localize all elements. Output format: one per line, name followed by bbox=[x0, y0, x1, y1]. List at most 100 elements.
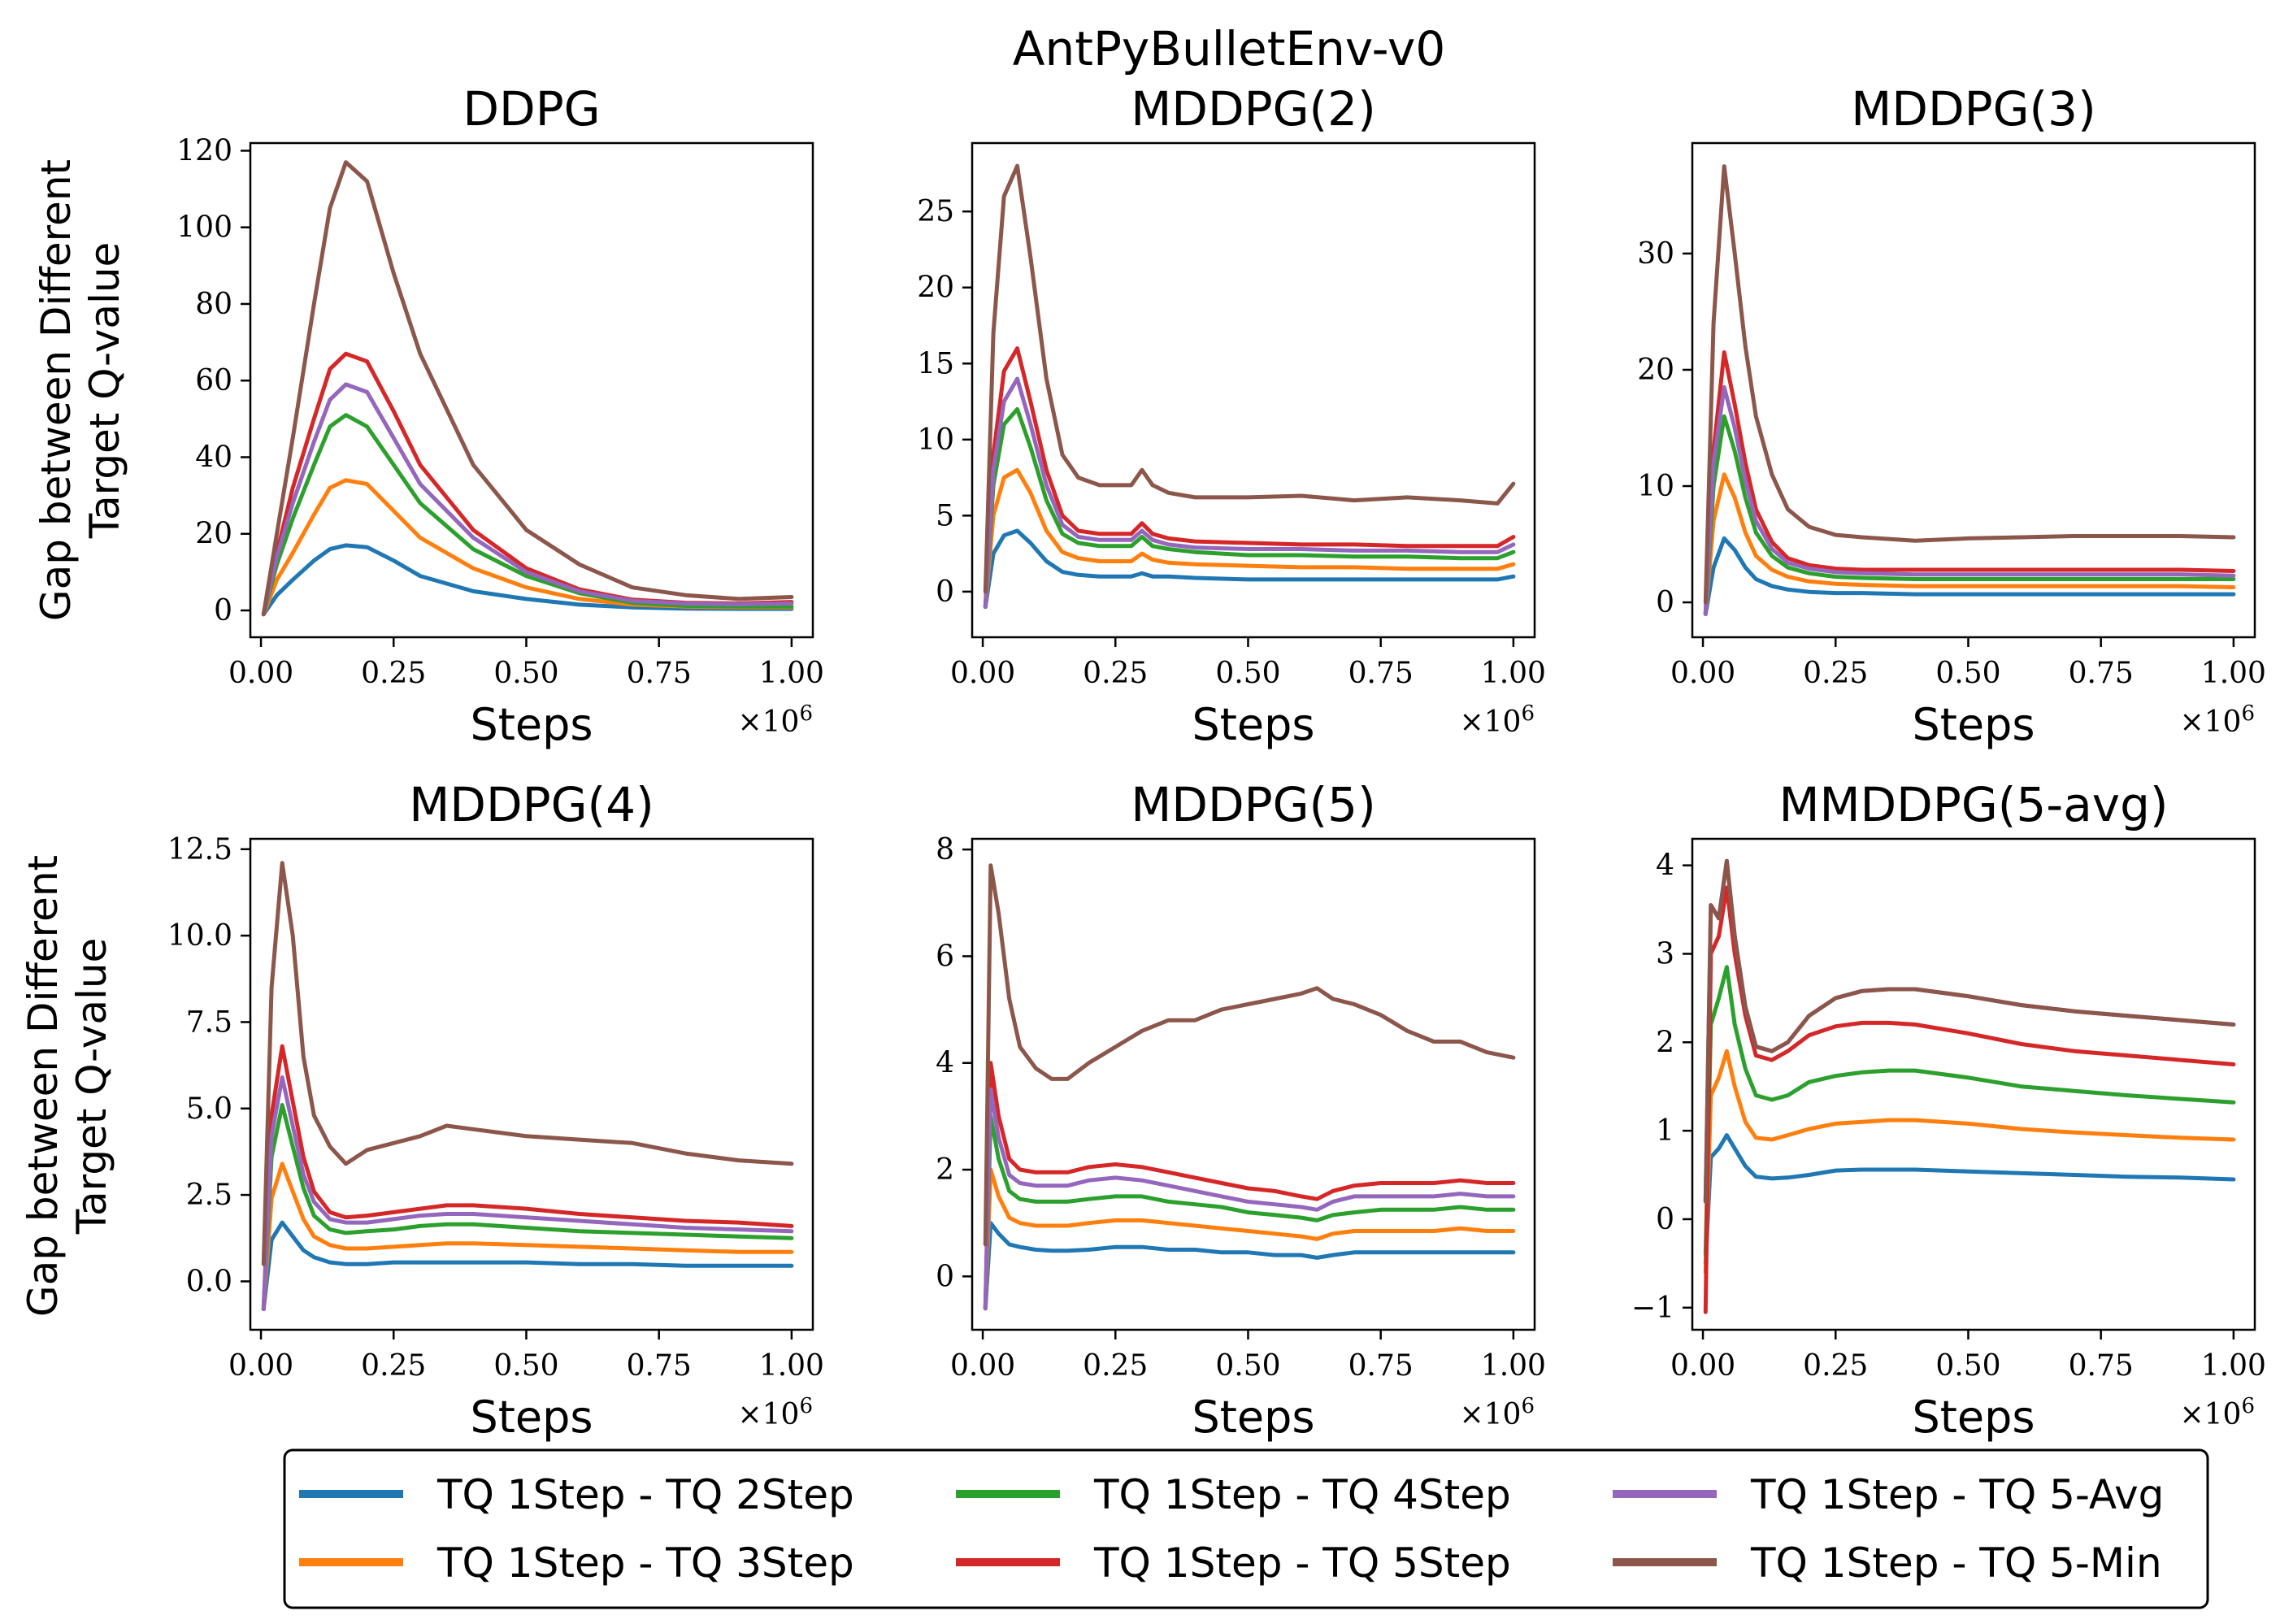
x-axis-multiplier: ×106 bbox=[737, 1394, 813, 1431]
legend: TQ 1Step - TQ 2Step TQ 1Step - TQ 3Step … bbox=[283, 1448, 2209, 1609]
x-tick-label: 1.00 bbox=[2201, 657, 2266, 690]
x-tick-label: 1.00 bbox=[1481, 657, 1546, 690]
y-tick-label: 2 bbox=[936, 1153, 954, 1187]
ylabel-row2-line1: Gap between Different bbox=[20, 855, 67, 1317]
series-line bbox=[261, 861, 794, 1266]
y-tick-label: 7.5 bbox=[186, 1005, 232, 1039]
y-tick-label: 20 bbox=[195, 518, 232, 551]
x-tick-label: 0.25 bbox=[1083, 657, 1148, 690]
y-tick-label: 4 bbox=[936, 1047, 954, 1080]
x-tick-label: 0.25 bbox=[1803, 1349, 1868, 1383]
axes-frame bbox=[1691, 141, 2256, 639]
x-tick-label: 0.25 bbox=[1083, 1349, 1148, 1383]
series-line bbox=[1703, 472, 2236, 616]
x-axis-multiplier: ×106 bbox=[737, 701, 813, 739]
y-tick-label: 30 bbox=[1637, 237, 1674, 271]
series-line bbox=[983, 1061, 1516, 1311]
y-tick-label: 4 bbox=[1656, 849, 1674, 883]
y-tick-label: 0 bbox=[936, 1260, 954, 1293]
y-tick-label: 40 bbox=[195, 441, 232, 474]
subplot-title: MDDPG(4) bbox=[409, 777, 654, 832]
x-axis-label: Steps bbox=[1912, 1392, 2035, 1443]
y-tick-label: 80 bbox=[195, 288, 232, 321]
x-axis-multiplier: ×106 bbox=[2179, 1394, 2255, 1431]
x-tick-label: 0.75 bbox=[2069, 1349, 2134, 1383]
x-tick-label: 0.25 bbox=[361, 657, 426, 690]
series-line bbox=[983, 1088, 1516, 1311]
y-tick-label: 0 bbox=[1656, 586, 1674, 619]
x-axis-multiplier: ×106 bbox=[1459, 1394, 1535, 1431]
legend-label: TQ 1Step - TQ 5-Min bbox=[1750, 1539, 2162, 1587]
x-tick-label: 0.00 bbox=[950, 657, 1015, 690]
subplots: 0.00 0.25 0.50 0.75 1.00020406080100120DDPGS… bbox=[167, 81, 2266, 1443]
series-line bbox=[261, 160, 794, 617]
x-axis-label: Steps bbox=[1912, 699, 2035, 750]
series-line bbox=[261, 543, 794, 617]
legend-label: TQ 1Step - TQ 5-Avg bbox=[1750, 1471, 2164, 1518]
subplot-title: MDDPG(2) bbox=[1131, 81, 1375, 137]
series-line bbox=[261, 382, 794, 617]
x-tick-label: 0.50 bbox=[493, 657, 558, 690]
series-line bbox=[983, 528, 1516, 610]
ylabel-row1-line2: Target Q-value bbox=[81, 242, 128, 540]
subplot: 0.00 0.25 0.50 0.75 1.00 0 5 10 15 20 25 MDDPG(2) St… bbox=[917, 81, 1546, 750]
x-tick-label: 0.25 bbox=[1803, 657, 1868, 690]
x-tick-label: 1.00 bbox=[759, 1349, 824, 1383]
series-line bbox=[1703, 164, 2236, 605]
x-tick-label: 0.00 bbox=[228, 1349, 293, 1383]
subplot: 0.00 0.25 0.50 0.75 1.00 0 10 20 30 MDDPG(3) Steps… bbox=[1637, 81, 2266, 750]
series-line bbox=[983, 346, 1516, 610]
series-line bbox=[1703, 965, 2236, 1257]
legend-label: TQ 1Step - TQ 5Step bbox=[1093, 1539, 1511, 1587]
series-line bbox=[1703, 1049, 2236, 1274]
series-line bbox=[1703, 384, 2236, 616]
series-line bbox=[983, 467, 1516, 610]
y-tick-label: −1 bbox=[1631, 1292, 1674, 1325]
x-axis-multiplier: ×106 bbox=[2179, 701, 2255, 739]
y-tick-label: 6 bbox=[936, 940, 954, 973]
y-tick-label: 0.0 bbox=[186, 1265, 232, 1298]
y-tick-label: 60 bbox=[195, 364, 232, 397]
x-tick-label: 0.75 bbox=[2069, 657, 2134, 690]
y-tick-label: 1 bbox=[1656, 1114, 1674, 1148]
series-line bbox=[983, 376, 1516, 610]
series-line bbox=[983, 1167, 1516, 1311]
series-line bbox=[1703, 1133, 2236, 1266]
y-tick-label: 12.5 bbox=[167, 833, 232, 866]
y-tick-label: 20 bbox=[1637, 354, 1674, 387]
series-line bbox=[261, 1044, 794, 1311]
y-tick-label: 15 bbox=[917, 347, 954, 380]
y-tick-label: 20 bbox=[917, 271, 954, 305]
series-line bbox=[1703, 858, 2236, 1204]
x-axis-label: Steps bbox=[470, 1392, 593, 1443]
axes-frame bbox=[971, 141, 1536, 639]
series-line bbox=[1703, 414, 2236, 616]
y-tick-label: 3 bbox=[1656, 937, 1674, 970]
y-tick-label: 0 bbox=[1656, 1203, 1674, 1236]
x-tick-label: 0.75 bbox=[627, 657, 692, 690]
subplot-title: MMDDPG(5-avg) bbox=[1778, 777, 2168, 832]
x-tick-label: 0.75 bbox=[1348, 657, 1414, 690]
series-line bbox=[983, 863, 1516, 1247]
x-tick-label: 0.25 bbox=[361, 1349, 426, 1383]
subplot: 0.00 0.25 0.50 0.75 1.00 0.0 2.5 5.0 7.5 10.0 12.5… bbox=[167, 777, 824, 1443]
subplot: 0.00 0.25 0.50 0.75 1.00 −1 0 1 2 3 4 MMDDPG(5-avg)… bbox=[1631, 777, 2266, 1443]
legend-label: TQ 1Step - TQ 3Step bbox=[436, 1539, 854, 1587]
x-tick-label: 1.00 bbox=[2201, 1349, 2266, 1383]
x-axis-label: Steps bbox=[1192, 699, 1314, 750]
y-tick-label: 25 bbox=[917, 195, 954, 228]
figure-suptitle: AntPyBulletEnv-v0 bbox=[1013, 21, 1445, 76]
series-line bbox=[983, 406, 1516, 610]
x-tick-label: 0.75 bbox=[627, 1349, 692, 1383]
axes-frame bbox=[249, 141, 814, 639]
y-tick-label: 0 bbox=[936, 575, 954, 609]
legend-label: TQ 1Step - TQ 2Step bbox=[436, 1471, 854, 1518]
subplot-title: DDPG bbox=[463, 81, 600, 137]
x-tick-label: 0.75 bbox=[1348, 1349, 1414, 1383]
x-axis-multiplier: ×106 bbox=[1459, 701, 1535, 739]
axes-frame bbox=[1691, 837, 2256, 1331]
y-tick-label: 2.5 bbox=[186, 1179, 232, 1212]
axes-frame bbox=[971, 837, 1536, 1331]
y-tick-label: 5.0 bbox=[186, 1092, 232, 1126]
